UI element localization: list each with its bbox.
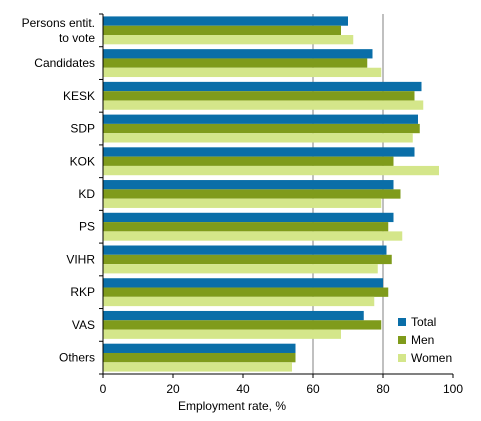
- bar-women-2: [103, 100, 424, 110]
- legend: Total Men Women: [398, 315, 452, 365]
- bar-total-0: [103, 16, 348, 26]
- bar-women-10: [103, 362, 292, 372]
- category-label: KD: [78, 187, 95, 201]
- bar-women-8: [103, 296, 375, 307]
- category-label: RKP: [70, 285, 95, 299]
- bars-layer: [103, 16, 439, 372]
- bar-men-10: [103, 352, 296, 363]
- x-tick-label: 60: [306, 382, 320, 396]
- bar-total-8: [103, 278, 383, 288]
- bar-women-3: [103, 133, 413, 143]
- category-labels: Persons entit.to vote Candidates KESK SDP KO…: [22, 16, 96, 365]
- bar-men-0: [103, 25, 341, 36]
- category-label: Candidates: [34, 56, 95, 70]
- legend-label-women: Women: [411, 351, 452, 365]
- bar-total-9: [103, 310, 364, 321]
- bar-men-8: [103, 287, 389, 297]
- bar-men-7: [103, 254, 392, 265]
- x-tick-label: 20: [166, 382, 180, 396]
- bar-women-0: [103, 35, 354, 45]
- bar-men-2: [103, 91, 415, 101]
- legend-swatch-men: [398, 336, 406, 344]
- category-label: KOK: [70, 154, 95, 168]
- bar-women-1: [103, 67, 382, 78]
- bar-men-5: [103, 189, 401, 199]
- category-label: Others: [59, 351, 95, 365]
- legend-label-men: Men: [411, 333, 434, 347]
- category-label: VAS: [72, 318, 95, 332]
- bar-total-2: [103, 81, 422, 92]
- bar-total-5: [103, 180, 394, 190]
- category-label: SDP: [70, 122, 95, 136]
- bar-total-10: [103, 343, 296, 353]
- bar-women-5: [103, 198, 382, 208]
- bar-total-1: [103, 49, 373, 59]
- x-tick-label: 80: [376, 382, 390, 396]
- bar-men-4: [103, 156, 394, 166]
- bar-women-4: [103, 165, 439, 176]
- bar-women-7: [103, 264, 378, 274]
- bar-total-7: [103, 245, 387, 255]
- axis-layer: [99, 13, 454, 378]
- bar-total-6: [103, 212, 394, 223]
- legend-swatch-total: [398, 318, 406, 326]
- legend-label-total: Total: [411, 315, 436, 329]
- x-tick-label: 100: [443, 382, 463, 396]
- x-tick-label: 40: [236, 382, 250, 396]
- x-axis-title: Employment rate, %: [178, 399, 286, 413]
- bar-men-9: [103, 320, 382, 330]
- bar-men-1: [103, 58, 368, 68]
- bar-women-9: [103, 329, 341, 339]
- category-label: VIHR: [66, 252, 95, 266]
- bar-men-6: [103, 222, 389, 232]
- bar-total-4: [103, 147, 415, 157]
- legend-swatch-women: [398, 354, 406, 362]
- bar-women-6: [103, 231, 403, 241]
- category-label: PS: [79, 220, 95, 234]
- tick-labels: 0 20 40 60 80 100: [100, 382, 464, 396]
- bar-total-3: [103, 114, 418, 124]
- x-tick-label: 0: [100, 382, 107, 396]
- bar-men-3: [103, 123, 420, 134]
- category-label: Persons entit.: [22, 16, 95, 30]
- category-label: KESK: [63, 89, 95, 103]
- category-label: to vote: [59, 31, 95, 45]
